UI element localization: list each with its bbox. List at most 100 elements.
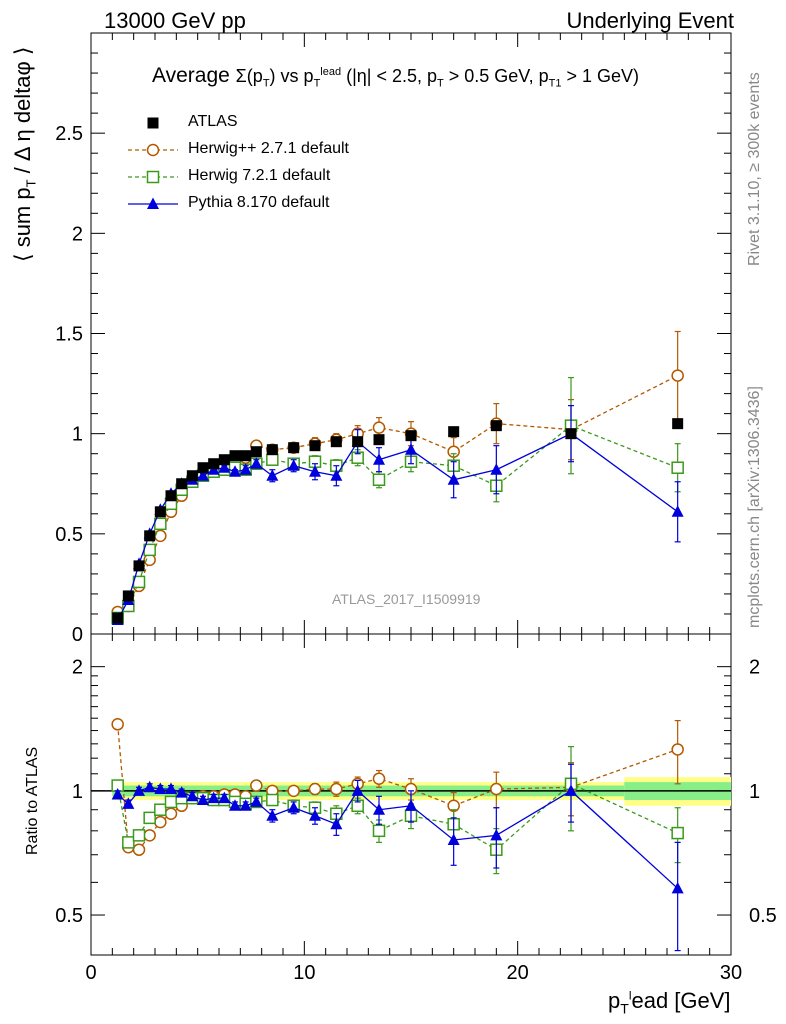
- x-axis-label: pTlead [GeV]: [608, 988, 731, 1017]
- ratio-pythia-8-170-default-point: [490, 828, 503, 841]
- main-herwig-2-7-1-default-point: [154, 529, 167, 543]
- ratio-herwig-2-7-1-default-point: [330, 782, 343, 796]
- legend-herwig-2-7-1-default-marker: [146, 143, 160, 157]
- main-pythia-8-170-default-point: [447, 473, 460, 485]
- ratio-pythia-8-170-default-point: [239, 799, 252, 811]
- ratio-pythia-8-170-default-point: [266, 809, 279, 821]
- main-atlas-point: [133, 560, 145, 572]
- ratio-herwig-2-7-1-default-point: [154, 815, 167, 829]
- ratio-herwig-7-2-1-default-point: [372, 824, 386, 838]
- main-atlas-point: [288, 442, 300, 454]
- main-atlas-point: [218, 454, 230, 466]
- y-tick-label: 2: [72, 223, 83, 245]
- main-atlas-point: [405, 430, 417, 442]
- ratio-herwig-2-7-1-default-point: [671, 743, 684, 756]
- ratio-herwig-7-2-1-default-point: [671, 826, 684, 840]
- ratio-y-tick-label-right: 2: [749, 657, 760, 679]
- main-atlas-point: [250, 446, 262, 458]
- ratio-herwig-7-2-1-default-point: [266, 793, 279, 807]
- ratio-herwig-2-7-1-default-point: [287, 784, 300, 798]
- ratio-pythia-8-170-default-point: [133, 784, 145, 796]
- ratio-pythia-8-170-default-point: [122, 797, 135, 809]
- ratio-y-tick-label: 1: [72, 781, 83, 803]
- main-pythia-8-170-default-point: [250, 457, 263, 469]
- legend-label-atlas: ATLAS: [188, 113, 238, 130]
- ratio-pythia-8-170-default-point: [330, 817, 343, 830]
- main-pythia-8-170-default-point: [229, 465, 241, 477]
- main-atlas-point: [229, 450, 241, 462]
- ratio-herwig-2-7-1-default-point: [111, 718, 124, 731]
- y-tick-label: 1: [72, 424, 83, 446]
- main-atlas-point: [330, 436, 342, 448]
- main-pythia-8-170-default-point: [671, 505, 684, 517]
- main-pythia-8-170-default-point: [330, 469, 343, 481]
- main-pythia-8-170-default-point: [309, 465, 321, 477]
- y-tick-label: 0: [72, 624, 83, 646]
- ratio-herwig-2-7-1-default-point: [308, 782, 322, 796]
- side-label-mcplots: mcplots.cern.ch [arXiv:1306.3436]: [746, 386, 763, 628]
- analysis-watermark: ATLAS_2017_I1509919: [332, 591, 481, 607]
- main-herwig-7-2-1-default-point: [154, 517, 167, 531]
- main-pythia-8-170-default-point: [266, 469, 279, 481]
- ratio-pythia-8-170-default-point: [186, 789, 199, 802]
- main-atlas-point: [176, 478, 188, 490]
- header-right: Underlying Event: [566, 8, 734, 33]
- legend-atlas-marker: [147, 117, 159, 129]
- main-atlas-point: [672, 418, 684, 430]
- main-frame: [90, 32, 732, 635]
- main-atlas-point: [448, 426, 460, 438]
- legend-label-herwig7: Herwig 7.2.1 default: [188, 167, 331, 184]
- main-herwig-2-7-1-default-point: [671, 369, 684, 382]
- legend-markers: [128, 117, 178, 209]
- ratio-pythia-8-170-default-point: [143, 780, 156, 793]
- ratio-pythia-8-170-default-point: [309, 809, 321, 821]
- ratio-herwig-2-7-1-default-point: [490, 782, 503, 796]
- x-tick-label: 0: [85, 962, 96, 984]
- ratio-pythia-8-170-default-point: [373, 803, 385, 815]
- legend-herwig-7-2-1-default-marker: [146, 170, 160, 184]
- ratio-pythia-8-170-default-point: [165, 782, 177, 795]
- ratio-herwig-2-7-1-default-point: [143, 829, 156, 842]
- main-atlas-point: [186, 470, 198, 482]
- main-atlas-point: [144, 530, 156, 542]
- header-left: 13000 GeV pp: [104, 8, 246, 33]
- main-atlas-point: [154, 506, 166, 518]
- y-tick-label: 0.5: [55, 524, 83, 546]
- ratio-y-tick-label: 0.5: [55, 905, 83, 927]
- ratio-pythia-8-170-default-point: [218, 791, 231, 804]
- ratio-pythia-8-170-default-point: [250, 795, 263, 807]
- main-atlas-point: [266, 444, 278, 456]
- ratio-y-tick-label-right: 1: [749, 781, 760, 803]
- main-atlas-point: [208, 458, 220, 470]
- ratio-y-tick-label-right: 0.5: [749, 905, 777, 927]
- ratio-pythia-8-170-default-point: [671, 881, 684, 894]
- ratio-pythia-8-170-default-point: [447, 833, 460, 846]
- main-atlas-point: [240, 450, 252, 462]
- main-pythia-8-170-default-point: [239, 463, 252, 475]
- ratio-herwig-7-2-1-default-point: [154, 803, 167, 816]
- ratio-herwig-7-2-1-default-point: [122, 836, 135, 849]
- ratio-herwig-7-2-1-default-point: [143, 811, 156, 825]
- main-pythia-8-170-default-point: [287, 459, 300, 471]
- main-atlas-point: [490, 420, 502, 432]
- main-herwig-2-7-1-default-point: [372, 421, 386, 434]
- ratio-herwig-2-7-1-default-point: [132, 843, 146, 856]
- x-tick-label: 20: [507, 962, 529, 984]
- main-atlas-point: [565, 428, 577, 440]
- ratio-y-tick-label: 2: [72, 657, 83, 679]
- main-atlas-point: [112, 612, 124, 624]
- ratio-herwig-2-7-1-default-point: [372, 772, 386, 785]
- main-pythia-8-170-default-point: [197, 469, 209, 481]
- ratio-pythia-8-170-default-point: [207, 791, 220, 804]
- ratio-pythia-8-170-default-point: [287, 801, 300, 813]
- main-pythia-8-170-default-point: [218, 461, 231, 473]
- main-atlas-point: [197, 462, 209, 474]
- ratio-pythia-8-170-default-point: [565, 784, 577, 796]
- y-tick-label: 2.5: [55, 123, 83, 145]
- ratio-pythia-8-170-default-point: [175, 786, 188, 798]
- ratio-herwig-7-2-1-default-point: [132, 829, 146, 842]
- ratio-pythia-8-170-default-point: [154, 782, 167, 795]
- ratio-pythia-8-170-default-point: [405, 799, 417, 811]
- y-axis-label-main: ⟨ sum pT / Δ η deltaφ ⟩: [10, 46, 39, 262]
- ratio-herwig-7-2-1-default-point: [164, 795, 178, 809]
